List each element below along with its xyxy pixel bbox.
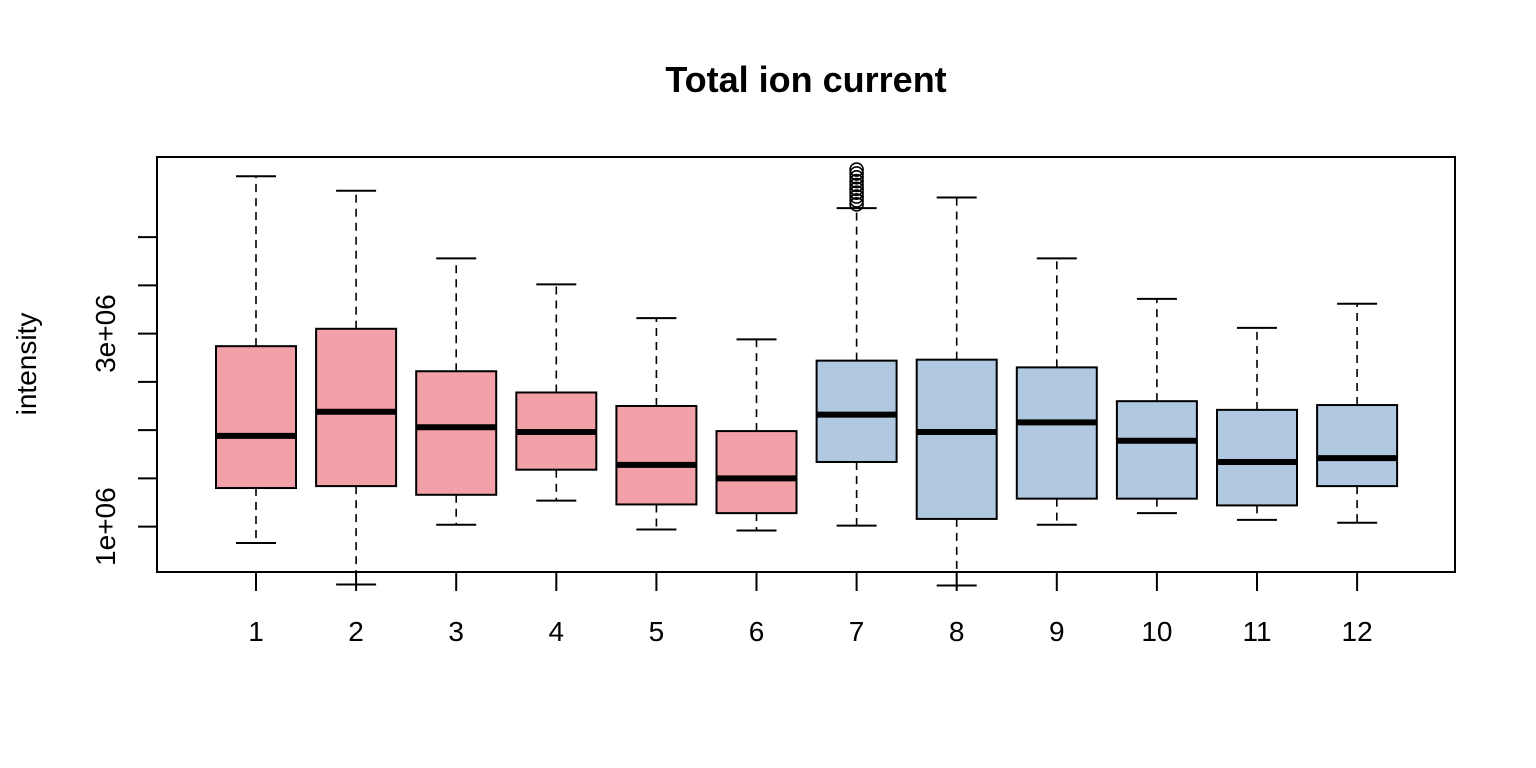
x-tick-label: 2	[348, 616, 364, 647]
box-7	[815, 359, 898, 463]
y-axis-label: intensity	[11, 313, 42, 416]
outlier-point	[849, 162, 864, 177]
box-9	[1015, 366, 1098, 500]
outlier-point	[849, 189, 864, 204]
box-8	[915, 358, 998, 520]
x-tick-label: 10	[1141, 616, 1172, 647]
outlier-point	[849, 196, 864, 212]
x-tick-label: 7	[849, 616, 865, 647]
outlier-point	[849, 177, 864, 193]
y-tick-label: 3e+06	[90, 294, 121, 373]
box-12	[1316, 404, 1399, 488]
y-tick-label: 1e+06	[90, 487, 121, 566]
chart-title: Total ion current	[665, 59, 946, 100]
box-10	[1115, 400, 1198, 500]
outlier-point	[849, 193, 864, 208]
x-tick-label: 8	[949, 616, 965, 647]
outlier-point	[849, 173, 864, 189]
box-11	[1216, 408, 1298, 507]
outlier-point	[849, 169, 864, 185]
box-5	[615, 405, 698, 506]
x-tick-label: 3	[448, 616, 464, 647]
x-tick-label: 5	[649, 616, 665, 647]
box-1	[215, 345, 297, 490]
outlier-point	[849, 166, 864, 181]
box-6	[715, 430, 798, 515]
x-tick-label: 6	[749, 616, 765, 647]
x-tick-label: 9	[1049, 616, 1065, 647]
outlier-point	[849, 185, 864, 201]
plot-frame	[156, 156, 1456, 573]
x-tick-label: 4	[549, 616, 565, 647]
outlier-point	[849, 181, 864, 197]
x-tick-label: 11	[1242, 616, 1271, 647]
box-3	[415, 370, 498, 496]
x-tick-label: 12	[1342, 616, 1373, 647]
x-tick-label: 1	[248, 616, 264, 647]
box-2	[315, 327, 398, 488]
